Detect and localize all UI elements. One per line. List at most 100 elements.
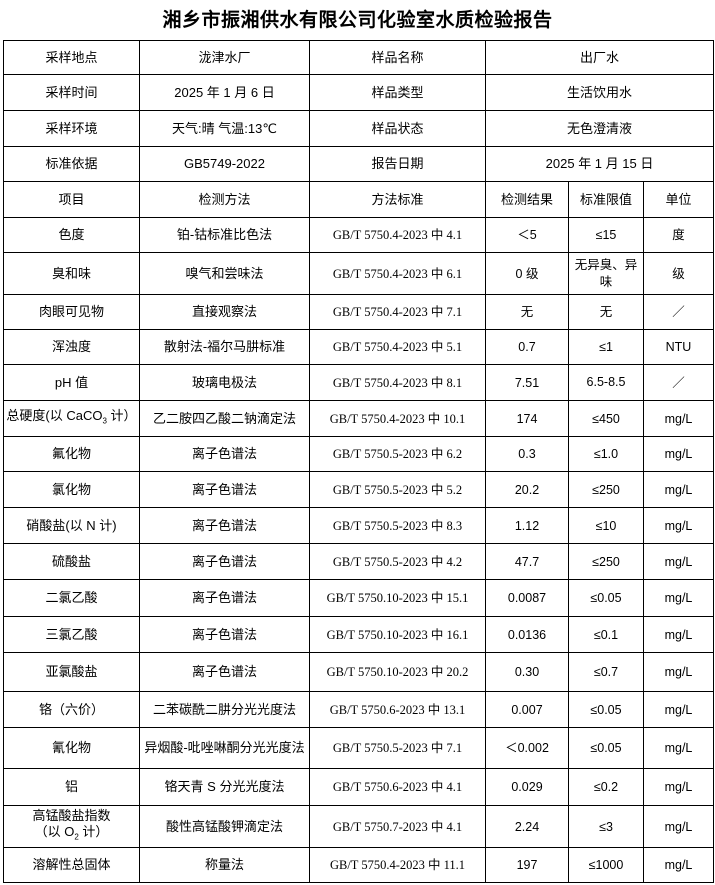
cell-unit: mg/L: [643, 543, 714, 580]
cell-item: pH 值: [3, 364, 140, 401]
cell-method: 铬天青 S 分光光度法: [139, 768, 310, 806]
cell-item: 氰化物: [3, 727, 140, 769]
cell-limit: ≤0.1: [568, 616, 644, 653]
cell-item: 高锰酸盐指数 （以 O2 计）: [3, 805, 140, 848]
cell-standard: GB/T 5750.4-2023 中 7.1: [309, 294, 486, 330]
column-header: 方法标准: [309, 181, 486, 218]
cell-limit: ≤1.0: [568, 436, 644, 472]
cell-result: 0.30: [485, 652, 569, 692]
table-row: 铬（六价） 二苯碳酰二肼分光光度法 GB/T 5750.6-2023 中 13.1 0…: [3, 691, 714, 728]
cell-limit: ≤250: [568, 471, 644, 508]
table-row: 总硬度(以 CaCO3 计） 乙二胺四乙酸二钠滴定法 GB/T 5750.4-202…: [3, 400, 714, 437]
cell-result: 2.24: [485, 805, 569, 848]
cell-unit: mg/L: [643, 400, 714, 437]
cell-method: 乙二胺四乙酸二钠滴定法: [139, 400, 310, 437]
info-value: GB5749-2022: [139, 146, 310, 182]
table-row: 溶解性总固体 称量法 GB/T 5750.4-2023 中 11.1 197 ≤1000…: [3, 847, 714, 883]
report-table: 采样地点 泷津水厂 样品名称 出厂水 采样时间 2025 年 1 月 6 日样品类型 生活饮…: [3, 40, 714, 883]
column-header: 单位: [643, 181, 714, 218]
cell-limit: ≤0.05: [568, 691, 644, 728]
info-label: 采样地点: [3, 40, 140, 75]
info-label: 标准依据: [3, 146, 140, 182]
column-header: 检测方法: [139, 181, 310, 218]
cell-standard: GB/T 5750.7-2023 中 4.1: [309, 805, 486, 848]
info-row: 标准依据 GB5749-2022 报告日期 2025 年 1 月 15 日: [3, 146, 714, 182]
cell-item: 浑浊度: [3, 329, 140, 365]
cell-limit: ≤0.05: [568, 727, 644, 769]
table-row: 三氯乙酸 离子色谱法 GB/T 5750.10-2023 中 16.1 0.0136 ≤…: [3, 616, 714, 653]
cell-result: 47.7: [485, 543, 569, 580]
cell-limit: 6.5-8.5: [568, 364, 644, 401]
cell-unit: 度: [643, 217, 714, 253]
cell-result: 0 级: [485, 252, 569, 295]
report-title: 湘乡市振湘供水有限公司化验室水质检验报告: [162, 10, 553, 31]
cell-result: 0.3: [485, 436, 569, 472]
table-row: 高锰酸盐指数 （以 O2 计） 酸性高锰酸钾滴定法 GB/T 5750.7-2023 …: [3, 805, 714, 848]
cell-standard: GB/T 5750.10-2023 中 15.1: [309, 579, 486, 617]
cell-standard: GB/T 5750.4-2023 中 8.1: [309, 364, 486, 401]
cell-method: 酸性高锰酸钾滴定法: [139, 805, 310, 848]
cell-standard: GB/T 5750.4-2023 中 10.1: [309, 400, 486, 437]
cell-unit: mg/L: [643, 616, 714, 653]
cell-method: 二苯碳酰二肼分光光度法: [139, 691, 310, 728]
cell-method: 离子色谱法: [139, 436, 310, 472]
cell-standard: GB/T 5750.4-2023 中 5.1: [309, 329, 486, 365]
cell-method: 离子色谱法: [139, 579, 310, 617]
cell-limit: ≤250: [568, 543, 644, 580]
cell-limit: ≤0.7: [568, 652, 644, 692]
table-row: 氰化物 异烟酸-吡唑啉酮分光光度法 GB/T 5750.5-2023 中 7.1 ＜0…: [3, 727, 714, 769]
cell-method: 离子色谱法: [139, 507, 310, 544]
cell-standard: GB/T 5750.5-2023 中 5.2: [309, 471, 486, 508]
cell-limit: 无异臭、异味: [568, 252, 644, 295]
table-row: 肉眼可见物 直接观察法 GB/T 5750.4-2023 中 7.1 无无／: [3, 294, 714, 330]
cell-limit: ≤3: [568, 805, 644, 848]
cell-method: 散射法-福尔马肼标准: [139, 329, 310, 365]
cell-method: 离子色谱法: [139, 543, 310, 580]
cell-unit: mg/L: [643, 652, 714, 692]
cell-standard: GB/T 5750.4-2023 中 4.1: [309, 217, 486, 253]
cell-standard: GB/T 5750.6-2023 中 13.1: [309, 691, 486, 728]
info-value: 生活饮用水: [485, 74, 714, 111]
cell-method: 离子色谱法: [139, 471, 310, 508]
table-row: 浑浊度 散射法-福尔马肼标准 GB/T 5750.4-2023 中 5.1 0.7 ≤1…: [3, 329, 714, 365]
cell-limit: ≤1: [568, 329, 644, 365]
table-row: 二氯乙酸 离子色谱法 GB/T 5750.10-2023 中 15.1 0.0087 ≤…: [3, 579, 714, 617]
cell-standard: GB/T 5750.4-2023 中 6.1: [309, 252, 486, 295]
cell-result: 0.0136: [485, 616, 569, 653]
info-label: 采样环境: [3, 110, 140, 147]
cell-unit: mg/L: [643, 691, 714, 728]
cell-item: 亚氯酸盐: [3, 652, 140, 692]
cell-result: 0.0087: [485, 579, 569, 617]
cell-limit: ≤450: [568, 400, 644, 437]
header-row: 项目 检测方法 方法标准 检测结果 标准限值 单位: [3, 181, 714, 218]
cell-result: 无: [485, 294, 569, 330]
cell-standard: GB/T 5750.4-2023 中 11.1: [309, 847, 486, 883]
info-row: 采样时间 2025 年 1 月 6 日样品类型 生活饮用水: [3, 74, 714, 111]
table-row: 硫酸盐 离子色谱法 GB/T 5750.5-2023 中 4.2 47.7 ≤250 mg…: [3, 543, 714, 580]
cell-result: 20.2: [485, 471, 569, 508]
cell-method: 离子色谱法: [139, 652, 310, 692]
cell-limit: ≤0.2: [568, 768, 644, 806]
cell-unit: mg/L: [643, 768, 714, 806]
cell-item: 铝: [3, 768, 140, 806]
info-row: 采样地点 泷津水厂 样品名称 出厂水: [3, 40, 714, 75]
cell-result: 0.029: [485, 768, 569, 806]
info-label: 样品类型: [309, 74, 486, 111]
cell-limit: ≤15: [568, 217, 644, 253]
cell-item: 二氯乙酸: [3, 579, 140, 617]
cell-result: 1.12: [485, 507, 569, 544]
cell-standard: GB/T 5750.5-2023 中 6.2: [309, 436, 486, 472]
cell-unit: mg/L: [643, 805, 714, 848]
table-row: 铝铬天青 S 分光光度法 GB/T 5750.6-2023 中 4.1 0.029 ≤…: [3, 768, 714, 806]
column-header: 标准限值: [568, 181, 644, 218]
column-header: 项目: [3, 181, 140, 218]
cell-method: 嗅气和尝味法: [139, 252, 310, 295]
cell-item: 溶解性总固体: [3, 847, 140, 883]
cell-unit: ／: [643, 294, 714, 330]
cell-unit: NTU: [643, 329, 714, 365]
table-row: 氟化物 离子色谱法 GB/T 5750.5-2023 中 6.2 0.3 ≤1.0 mg/…: [3, 436, 714, 472]
table-row: 色度 铂-钴标准比色法 GB/T 5750.4-2023 中 4.1 ＜5 ≤15 度: [3, 217, 714, 253]
info-value: 泷津水厂: [139, 40, 310, 75]
cell-unit: mg/L: [643, 471, 714, 508]
cell-item: 三氯乙酸: [3, 616, 140, 653]
